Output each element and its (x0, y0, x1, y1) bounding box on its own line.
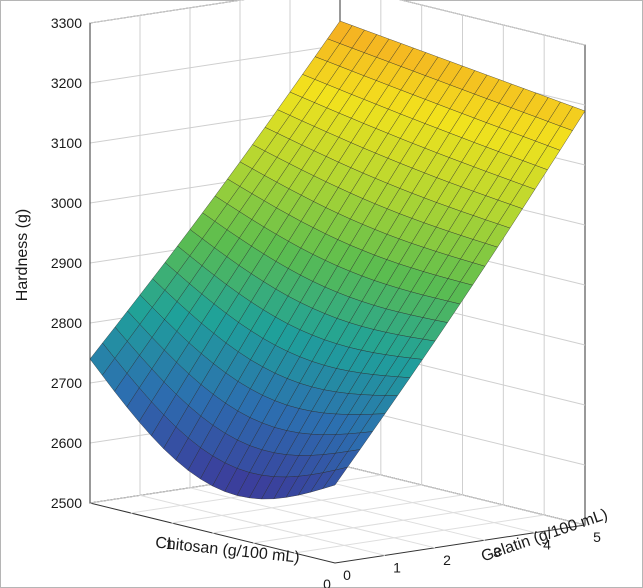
y-tick-label: 5 (593, 529, 601, 545)
surface-mesh (89, 20, 586, 500)
x-tick-label: 1 (166, 536, 174, 552)
z-tick-label: 2800 (51, 315, 82, 331)
x-tick-label: 0 (323, 576, 331, 588)
floor-grid-line (189, 487, 436, 549)
y-tick-label: 0 (343, 567, 351, 583)
z-tick-label: 2600 (51, 435, 82, 451)
floor-grid-line (294, 514, 545, 554)
z-tick-label: 2500 (51, 495, 82, 511)
z-axis-label: Hardness (g) (14, 209, 31, 301)
floor-grid-line (139, 494, 386, 556)
surface-patch (322, 466, 349, 490)
y-tick-label: 3 (493, 544, 501, 560)
y-tick-label: 1 (393, 559, 401, 575)
floor-grid-line (171, 484, 422, 524)
z-tick-label: 3100 (51, 135, 82, 151)
z-tick-label: 2900 (51, 255, 82, 271)
floor-grid-line (212, 494, 463, 534)
z-tick-label: 2700 (51, 375, 82, 391)
tick-labels: 2500 2600 2700 2800 2900 3000 3100 3200 3300 0 1 0 1… (51, 15, 601, 588)
y-tick-label: 2 (443, 552, 451, 568)
z-tick-label: 3300 (51, 15, 82, 31)
z-tick-label: 3200 (51, 75, 82, 91)
y-tick-label: 4 (543, 537, 551, 553)
floor-grid-line (253, 504, 504, 544)
z-tick-label: 3000 (51, 195, 82, 211)
